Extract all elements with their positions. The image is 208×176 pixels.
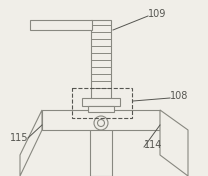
Polygon shape [20,110,42,176]
Text: 109: 109 [148,9,166,19]
Bar [42,110,160,130]
Bar [82,98,120,106]
Circle shape [98,120,104,127]
Polygon shape [160,110,188,176]
Bar [88,106,114,112]
Circle shape [94,116,108,130]
Text: 114: 114 [144,140,162,150]
Bar [90,128,112,176]
Text: 115: 115 [10,133,28,143]
Bar [30,20,92,30]
Bar [91,20,111,100]
Text: 108: 108 [170,91,188,101]
Bar [72,88,132,118]
